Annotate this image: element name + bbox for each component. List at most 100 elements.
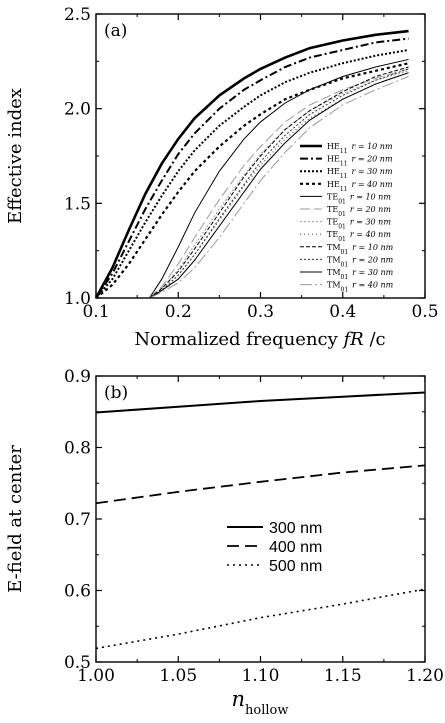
series-line-8 — [149, 72, 409, 299]
legend-entry-7: TE01 r = 30 nm — [327, 218, 391, 231]
x-tick-label: 1.20 — [406, 666, 444, 686]
legend-mode: TE — [327, 218, 338, 227]
y-tick-label: 0.7 — [64, 510, 91, 530]
series-line-3 — [95, 588, 426, 650]
series-line-1 — [95, 391, 426, 414]
legend-entry-3: HE11 r = 30 nm — [327, 167, 393, 180]
y-tick-label: 1.0 — [64, 289, 91, 309]
legend-entry-10: TM01 r = 20 nm — [327, 255, 394, 268]
x-axis-label: Normalized frequency fR /c — [134, 329, 385, 350]
legend-mode: TM — [327, 268, 341, 277]
legend-entry-1: HE11 r = 10 nm — [327, 142, 393, 155]
x-tick-label: 1.15 — [324, 666, 362, 686]
legend-mode: HE — [327, 167, 340, 176]
series-line-11 — [149, 72, 409, 299]
legend-radius: r = 20 nm — [352, 255, 393, 264]
x-tick-label: 1.10 — [242, 666, 280, 686]
legend-subscript: 11 — [340, 160, 348, 167]
series-line-12 — [149, 76, 409, 299]
series-line-2 — [95, 464, 426, 505]
x-axis-label-variable: n — [232, 687, 246, 711]
series-line-1 — [94, 29, 409, 299]
legend-subscript: 11 — [340, 173, 348, 180]
legend-entry-11: TM01 r = 30 nm — [327, 268, 394, 281]
legend-radius: r = 40 nm — [351, 180, 392, 189]
y-tick-label: 2.0 — [64, 100, 91, 120]
legend-radius: r = 10 nm — [351, 142, 392, 151]
legend-entry-5: TE01 r = 10 nm — [327, 192, 391, 205]
series-line-10 — [149, 68, 409, 299]
legend-subscript: 01 — [341, 261, 349, 268]
panel-label: (b) — [104, 383, 128, 403]
legend-mode: TE — [327, 205, 338, 214]
y-tick-label: 0.9 — [64, 367, 91, 387]
legend-radius: r = 40 nm — [352, 281, 393, 290]
series-line-5 — [149, 58, 409, 299]
legend-radius: r = 40 nm — [350, 230, 391, 239]
y-tick-label: 0.5 — [64, 653, 91, 673]
legend-radius: r = 20 nm — [350, 205, 391, 214]
legend-subscript: 11 — [340, 148, 348, 155]
legend-mode: HE — [327, 155, 340, 164]
legend-subscript: 11 — [340, 185, 348, 192]
y-tick-label: 2.5 — [64, 5, 91, 25]
legend-mode: HE — [327, 142, 340, 151]
series-line-7 — [149, 70, 409, 299]
x-axis-label-subscript: hollow — [245, 703, 288, 718]
legend: 300 nm 400 nm 500 nm — [227, 520, 322, 575]
legend-mode: TM — [327, 255, 341, 264]
y-axis-label: E-field at center — [5, 445, 26, 593]
legend-radius: r = 30 nm — [352, 268, 393, 277]
x-tick-label: 0.4 — [329, 302, 356, 322]
y-axis-label: Effective index — [5, 88, 26, 224]
legend-subscript: 01 — [338, 236, 346, 243]
legend-mode: TM — [327, 281, 341, 290]
y-tick-label: 0.8 — [64, 439, 91, 459]
legend-entry-2: HE11 r = 20 nm — [327, 155, 393, 168]
panel-b: 1.00 1.05 1.10 1.15 1.20 0.5 0.6 0.7 0.8 0.9 (b) E-… — [5, 367, 444, 718]
y-tick-label: 0.6 — [64, 582, 91, 602]
panel-a: 0.1 0.2 0.3 0.4 0.5 1.0 1.5 2.0 2.5 (a) Effective … — [5, 5, 439, 350]
legend-mode: TE — [327, 230, 338, 239]
legend-entry-9: TM01 r = 10 nm — [327, 243, 394, 256]
legend-radius: r = 10 nm — [350, 192, 391, 201]
series-line-3 — [95, 48, 409, 299]
legend-subscript: 01 — [338, 211, 346, 218]
series-line-6 — [149, 68, 409, 299]
x-tick-label: 0.3 — [247, 302, 274, 322]
legend-subscript: 01 — [338, 198, 346, 205]
x-tick-label: 0.1 — [82, 302, 109, 322]
x-axis-label-text: Normalized frequency — [134, 329, 343, 350]
y-tick-label: 1.5 — [64, 194, 91, 214]
legend-radius: r = 20 nm — [351, 155, 392, 164]
x-axis-label-unit: /c — [364, 329, 386, 350]
legend-label-2: 400 nm — [269, 539, 322, 556]
legend-entry-4: HE11 r = 40 nm — [327, 180, 393, 193]
x-tick-label: 0.2 — [165, 302, 192, 322]
legend-mode: HE — [327, 180, 340, 189]
x-axis-label-variable: fR — [342, 329, 364, 350]
legend-radius: r = 30 nm — [351, 167, 392, 176]
legend-subscript: 01 — [341, 274, 349, 281]
x-axis-label: nhollow — [232, 687, 289, 718]
legend-entry-8: TE01 r = 40 nm — [327, 230, 391, 243]
legend-subscript: 01 — [338, 223, 346, 230]
series-line-2 — [95, 37, 409, 299]
x-tick-label: 1.05 — [159, 666, 197, 686]
series-group — [95, 391, 426, 650]
legend-entry-12: TM01 r = 40 nm — [327, 281, 394, 294]
legend-label-1: 300 nm — [269, 520, 322, 537]
panel-label: (a) — [104, 21, 127, 41]
legend-radius: r = 30 nm — [350, 218, 391, 227]
legend-radius: r = 10 nm — [352, 243, 393, 252]
series-group — [94, 29, 409, 299]
x-tick-label: 0.5 — [411, 302, 438, 322]
legend-label-3: 500 nm — [269, 558, 322, 575]
legend-subscript: 01 — [341, 248, 349, 255]
plot-frame — [95, 375, 426, 663]
legend-mode: TM — [327, 243, 341, 252]
legend-entry-6: TE01 r = 20 nm — [327, 205, 391, 218]
legend-subscript: 01 — [341, 286, 349, 293]
